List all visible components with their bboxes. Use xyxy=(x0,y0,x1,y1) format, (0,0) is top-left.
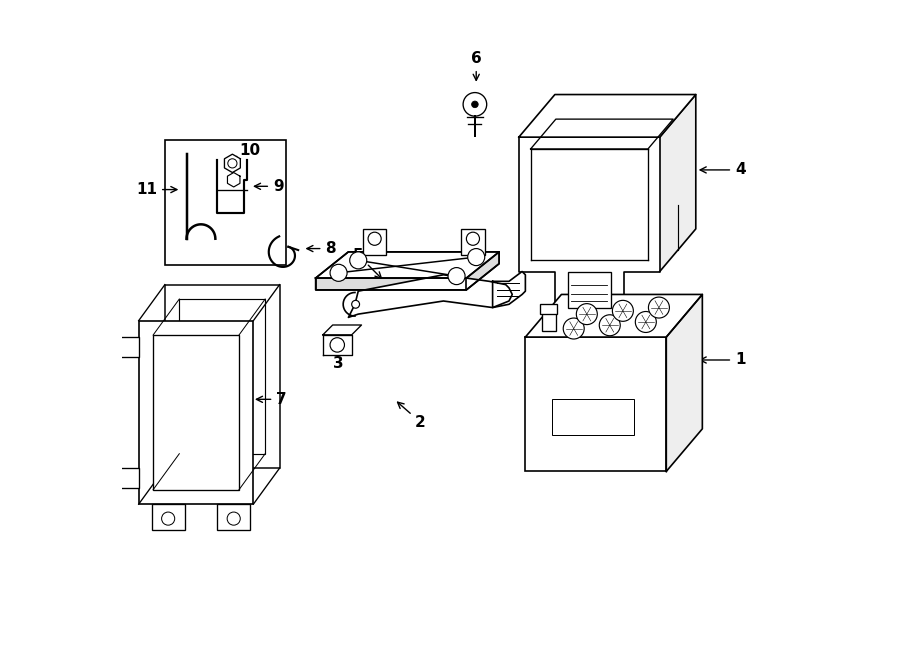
Polygon shape xyxy=(666,294,702,471)
Bar xyxy=(461,229,485,255)
Bar xyxy=(152,504,184,530)
Bar xyxy=(541,305,557,314)
Bar xyxy=(217,504,250,530)
Circle shape xyxy=(466,232,480,245)
Polygon shape xyxy=(466,252,500,290)
Bar xyxy=(153,335,238,490)
Circle shape xyxy=(330,264,347,282)
Bar xyxy=(179,299,266,453)
Text: 7: 7 xyxy=(256,392,287,407)
Circle shape xyxy=(468,249,485,266)
Circle shape xyxy=(563,318,584,339)
Bar xyxy=(165,285,280,468)
Circle shape xyxy=(648,297,670,318)
Bar xyxy=(543,308,555,330)
Circle shape xyxy=(330,338,345,352)
Bar xyxy=(568,272,610,307)
Circle shape xyxy=(227,512,240,525)
Circle shape xyxy=(228,159,237,168)
Circle shape xyxy=(162,512,175,525)
Bar xyxy=(526,337,666,471)
Circle shape xyxy=(576,303,598,325)
Polygon shape xyxy=(660,95,696,272)
Circle shape xyxy=(472,101,478,108)
Circle shape xyxy=(368,232,382,245)
Polygon shape xyxy=(316,252,500,278)
Circle shape xyxy=(464,93,487,116)
Text: 1: 1 xyxy=(700,352,745,368)
Text: 11: 11 xyxy=(136,182,177,197)
Polygon shape xyxy=(323,335,352,355)
Circle shape xyxy=(352,300,359,308)
Circle shape xyxy=(635,311,656,332)
Polygon shape xyxy=(224,154,240,173)
Text: 8: 8 xyxy=(307,241,336,256)
Text: 9: 9 xyxy=(255,179,284,194)
Polygon shape xyxy=(323,325,362,335)
Polygon shape xyxy=(518,95,696,137)
Text: 5: 5 xyxy=(353,248,382,278)
Polygon shape xyxy=(316,278,466,290)
Circle shape xyxy=(350,252,367,269)
Bar xyxy=(552,399,634,436)
Polygon shape xyxy=(492,272,526,307)
Text: 6: 6 xyxy=(471,51,482,81)
Bar xyxy=(363,229,386,255)
Text: 3: 3 xyxy=(333,344,344,371)
Polygon shape xyxy=(109,468,139,488)
Bar xyxy=(165,140,286,265)
Circle shape xyxy=(612,300,634,321)
Circle shape xyxy=(448,268,465,285)
Text: 4: 4 xyxy=(700,163,746,177)
Circle shape xyxy=(599,315,620,336)
Text: 2: 2 xyxy=(398,402,426,430)
Bar xyxy=(139,321,254,504)
Polygon shape xyxy=(228,173,240,187)
Text: 10: 10 xyxy=(234,143,261,163)
Polygon shape xyxy=(348,275,512,317)
Polygon shape xyxy=(109,337,139,357)
Polygon shape xyxy=(526,294,702,337)
Polygon shape xyxy=(518,137,660,317)
